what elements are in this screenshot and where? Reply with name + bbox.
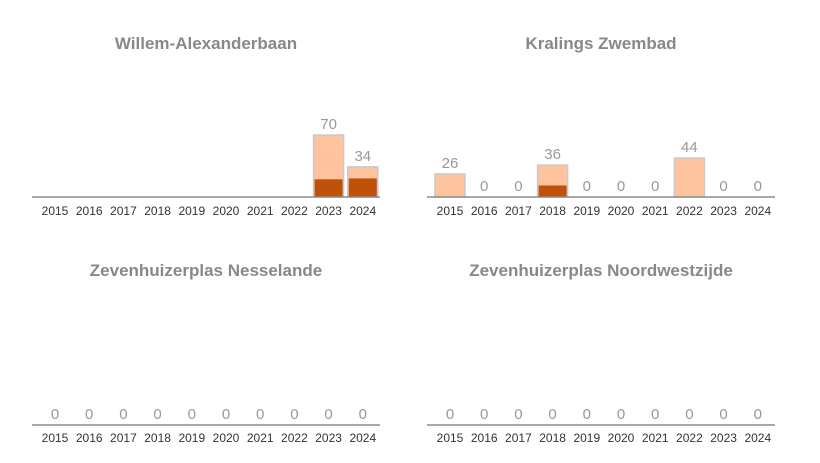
- x-tick-label: 2023: [710, 204, 737, 218]
- bar-value-label: 0: [119, 406, 127, 423]
- x-tick-label: 2016: [76, 431, 103, 445]
- chart-panel: Willem-Alexanderbaan 2015 2016 2017 2018 2019…: [32, 34, 380, 218]
- x-tick-label: 2021: [247, 431, 274, 445]
- chart-panel: Zevenhuizerplas Nesselande 0 2015 0 2016 0 201…: [32, 261, 380, 445]
- x-tick-label: 2017: [505, 204, 532, 218]
- x-tick-label: 2015: [437, 204, 464, 218]
- bar-value-label: 0: [617, 406, 625, 423]
- x-tick-label: 2018: [539, 431, 566, 445]
- x-tick-label: 2023: [315, 431, 342, 445]
- bar-value-label: 0: [651, 178, 659, 195]
- x-tick-label: 2024: [349, 431, 376, 445]
- bar-value-label: 0: [514, 406, 522, 423]
- bar-value-label: 0: [617, 178, 625, 195]
- bar-value-label: 70: [320, 116, 337, 133]
- x-tick-label: 2019: [573, 431, 600, 445]
- bar-value-label: 0: [51, 406, 59, 423]
- bar-value-label: 0: [256, 406, 264, 423]
- bar-value-label: 0: [222, 406, 230, 423]
- x-tick-label: 2021: [247, 204, 274, 218]
- x-tick-label: 2020: [213, 204, 240, 218]
- bar-value-label: 0: [514, 178, 522, 195]
- bar-dark: [314, 179, 343, 197]
- x-tick-label: 2024: [744, 204, 771, 218]
- x-tick-label: 2015: [437, 431, 464, 445]
- x-tick-label: 2019: [178, 204, 205, 218]
- x-tick-label: 2016: [471, 204, 498, 218]
- x-tick-label: 2018: [144, 204, 171, 218]
- x-tick-label: 2018: [539, 204, 566, 218]
- chart-panel: Zevenhuizerplas Noordwestzijde 0 2015 0 2016…: [427, 261, 775, 445]
- bar-value-label: 0: [188, 406, 196, 423]
- bar-value-label: 0: [480, 406, 488, 423]
- x-tick-label: 2020: [608, 204, 635, 218]
- x-tick-label: 2017: [110, 204, 137, 218]
- bar-value-label: 0: [583, 178, 591, 195]
- x-tick-label: 2019: [178, 431, 205, 445]
- bar-value-label: 0: [324, 406, 332, 423]
- bar-light: [434, 173, 466, 198]
- x-tick-label: 2022: [676, 431, 703, 445]
- bar-value-label: 0: [359, 406, 367, 423]
- bar-value-label: 0: [754, 406, 762, 423]
- chart-title: Zevenhuizerplas Noordwestzijde: [469, 261, 733, 280]
- x-tick-label: 2018: [144, 431, 171, 445]
- x-tick-label: 2017: [110, 431, 137, 445]
- x-tick-label: 2017: [505, 431, 532, 445]
- x-tick-label: 2020: [608, 431, 635, 445]
- bar-value-label: 0: [153, 406, 161, 423]
- x-tick-label: 2024: [349, 204, 376, 218]
- x-tick-label: 2022: [281, 204, 308, 218]
- bar-value-label: 0: [719, 178, 727, 195]
- x-tick-label: 2023: [315, 204, 342, 218]
- x-tick-label: 2016: [76, 204, 103, 218]
- x-tick-label: 2021: [642, 431, 669, 445]
- bar-value-label: 44: [681, 139, 698, 156]
- bar-value-label: 0: [651, 406, 659, 423]
- bar-dark: [538, 185, 567, 197]
- bar-value-label: 26: [442, 155, 459, 172]
- bar-value-label: 0: [548, 406, 556, 423]
- x-tick-label: 2021: [642, 204, 669, 218]
- bar-value-label: 0: [446, 406, 454, 423]
- bar-value-label: 0: [754, 178, 762, 195]
- chart-title: Kralings Zwembad: [525, 34, 676, 53]
- x-tick-label: 2024: [744, 431, 771, 445]
- bar-value-label: 0: [685, 406, 693, 423]
- bar-value-label: 0: [480, 178, 488, 195]
- chart-title: Willem-Alexanderbaan: [115, 34, 297, 53]
- chart-title: Zevenhuizerplas Nesselande: [90, 261, 322, 280]
- bar-dark: [348, 178, 377, 197]
- bar-value-label: 0: [85, 406, 93, 423]
- x-tick-label: 2022: [281, 431, 308, 445]
- bar-value-label: 34: [354, 148, 371, 165]
- bar-value-label: 36: [544, 146, 561, 163]
- bar-light: [673, 157, 706, 198]
- chart-panel: Kralings Zwembad 26 2015 0 2016 0 2017 36 2018 0 2…: [427, 34, 775, 218]
- bar-value-label: 0: [290, 406, 298, 423]
- x-tick-label: 2015: [42, 431, 69, 445]
- x-tick-label: 2015: [42, 204, 69, 218]
- bar-value-label: 0: [719, 406, 727, 423]
- x-tick-label: 2023: [710, 431, 737, 445]
- bar-value-label: 0: [583, 406, 591, 423]
- x-tick-label: 2019: [573, 204, 600, 218]
- x-tick-label: 2022: [676, 204, 703, 218]
- x-tick-label: 2016: [471, 431, 498, 445]
- x-tick-label: 2020: [213, 431, 240, 445]
